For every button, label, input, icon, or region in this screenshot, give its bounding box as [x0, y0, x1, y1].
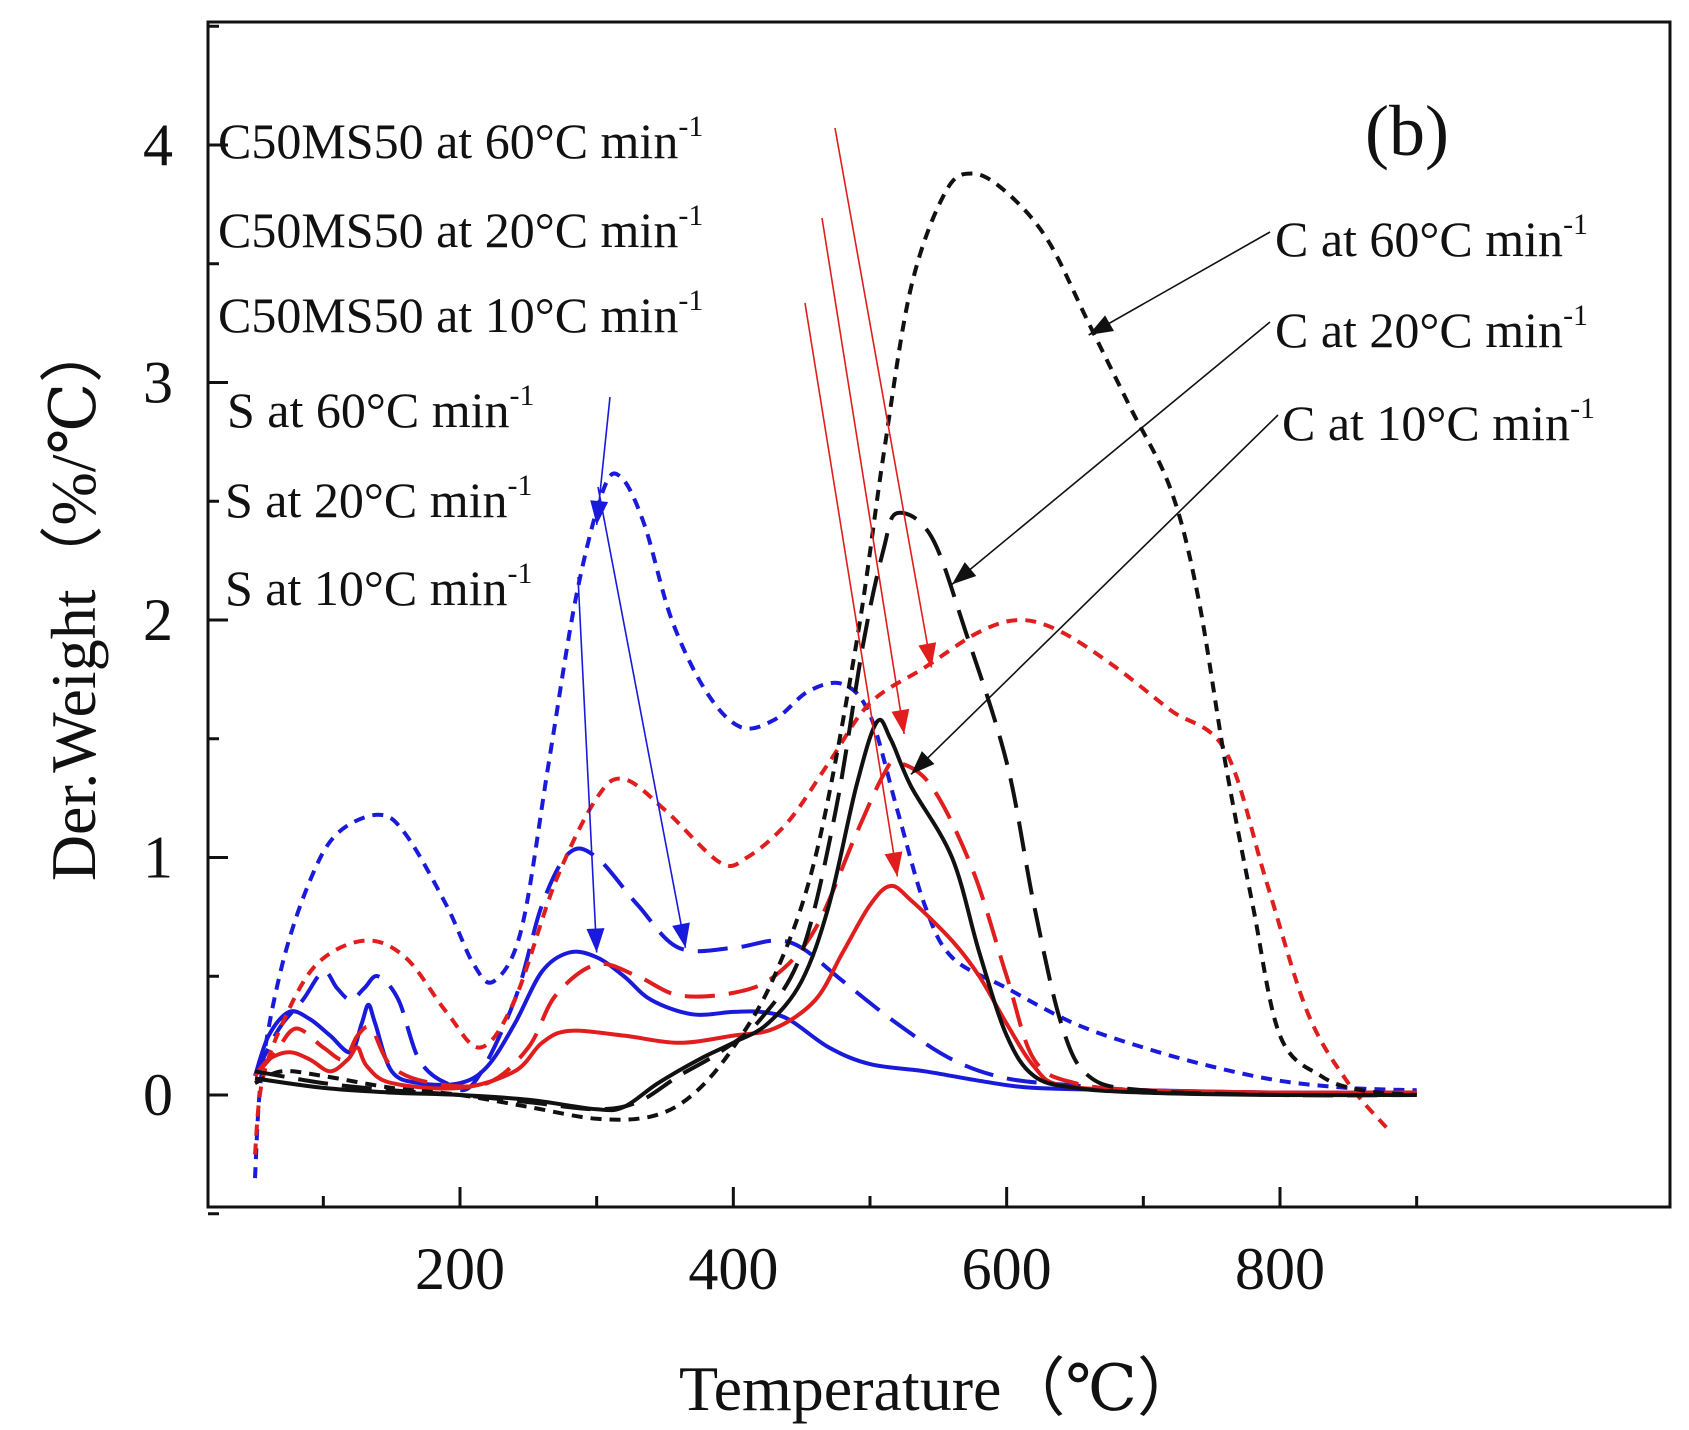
y-axis-title: Der.Weight（%/℃） — [38, 319, 109, 881]
y-tick-label: 2 — [143, 587, 173, 653]
annotation-leader — [577, 576, 598, 953]
annotation-superscript: -1 — [1570, 392, 1595, 425]
annotation-c50ms50-10: C50MS50 at 10°C min-1 — [218, 284, 703, 343]
annotation-text: C50MS50 at 10°C min — [218, 287, 678, 343]
annotation-c-20: C at 20°C min-1 — [1275, 299, 1588, 358]
annotation-s-60: S at 60°C min-1 — [227, 379, 535, 438]
series-c-at-20-c-min-1 — [254, 510, 1417, 1112]
annotation-c50ms50-20: C50MS50 at 20°C min-1 — [218, 199, 703, 258]
annotation-superscript: -1 — [510, 379, 535, 412]
series-c50ms50-at-10-c-min-1 — [253, 883, 1417, 1095]
series-c-at-10-c-min-1 — [254, 717, 1417, 1113]
series-s-at-60-c-min-1 — [253, 471, 1417, 1179]
annotation-leader — [1088, 231, 1271, 336]
series-c50ms50-at-20-c-min-1 — [253, 759, 1417, 1095]
tick-labels: 200 400 600 800 0 1 2 3 4 — [143, 112, 1325, 1302]
annotation-leader — [821, 217, 905, 735]
x-tick-label: 600 — [962, 1236, 1052, 1302]
annotation-superscript: -1 — [508, 557, 533, 590]
annotation-superscript: -1 — [678, 199, 703, 232]
annotation-arrowhead — [672, 922, 690, 948]
annotation-s-10: S at 10°C min-1 — [225, 557, 533, 616]
annotation-superscript: -1 — [1563, 299, 1588, 332]
y-tick-label: 0 — [143, 1062, 173, 1128]
annotation-text: S at 60°C min — [227, 382, 510, 438]
annotation-leader — [834, 127, 933, 668]
ticks — [208, 24, 1419, 1216]
annotation-arrowhead — [590, 500, 609, 525]
annotation-arrowhead — [952, 562, 977, 585]
annotation-text: C at 20°C min — [1275, 302, 1563, 358]
y-tick-label: 4 — [143, 112, 173, 178]
annotation-superscript: -1 — [678, 284, 703, 317]
annotation-text: C at 10°C min — [1282, 395, 1570, 451]
x-tick-label: 200 — [415, 1236, 505, 1302]
annotation-text: C at 60°C min — [1275, 211, 1563, 267]
annotation-s-20: S at 20°C min-1 — [225, 469, 533, 528]
annotation-leader — [910, 414, 1279, 775]
series-s-at-20-c-min-1 — [253, 846, 1417, 1095]
annotation-arrowhead — [918, 642, 937, 668]
annotation-text: C50MS50 at 60°C min — [218, 113, 678, 169]
annotation-c-60: C at 60°C min-1 — [1275, 208, 1588, 267]
annotation-c-10: C at 10°C min-1 — [1282, 392, 1595, 451]
annotation-arrowhead — [891, 708, 910, 734]
annotation-arrowhead — [1088, 315, 1114, 335]
annotation-arrowhead — [586, 928, 605, 953]
annotation-leader — [597, 486, 687, 948]
plot-frame — [206, 20, 1672, 1209]
annotation-text: S at 10°C min — [225, 560, 508, 616]
annotation-superscript: -1 — [508, 469, 533, 502]
series-c50ms50-at-60-c-min-1 — [253, 618, 1391, 1155]
annotation-superscript: -1 — [1563, 208, 1588, 241]
annotation-leader — [951, 321, 1271, 585]
annotation-arrowhead — [884, 851, 903, 877]
y-tick-label: 3 — [143, 350, 173, 416]
series-group — [253, 171, 1417, 1179]
y-tick-label: 1 — [143, 825, 173, 891]
x-tick-label: 800 — [1235, 1236, 1325, 1302]
annotation-text: S at 20°C min — [225, 472, 508, 528]
annotation-c50ms50-60: C50MS50 at 60°C min-1 — [218, 110, 703, 169]
annotation-leader — [804, 302, 899, 877]
x-tick-label: 400 — [688, 1236, 778, 1302]
x-axis-title: Temperature（℃） — [679, 1353, 1201, 1424]
series-c-at-60-c-min-1 — [254, 171, 1417, 1122]
panel-label: (b) — [1365, 91, 1449, 171]
annotation-text: C50MS50 at 20°C min — [218, 202, 678, 258]
annotation-arrowhead — [911, 751, 935, 775]
annotation-superscript: -1 — [678, 110, 703, 143]
